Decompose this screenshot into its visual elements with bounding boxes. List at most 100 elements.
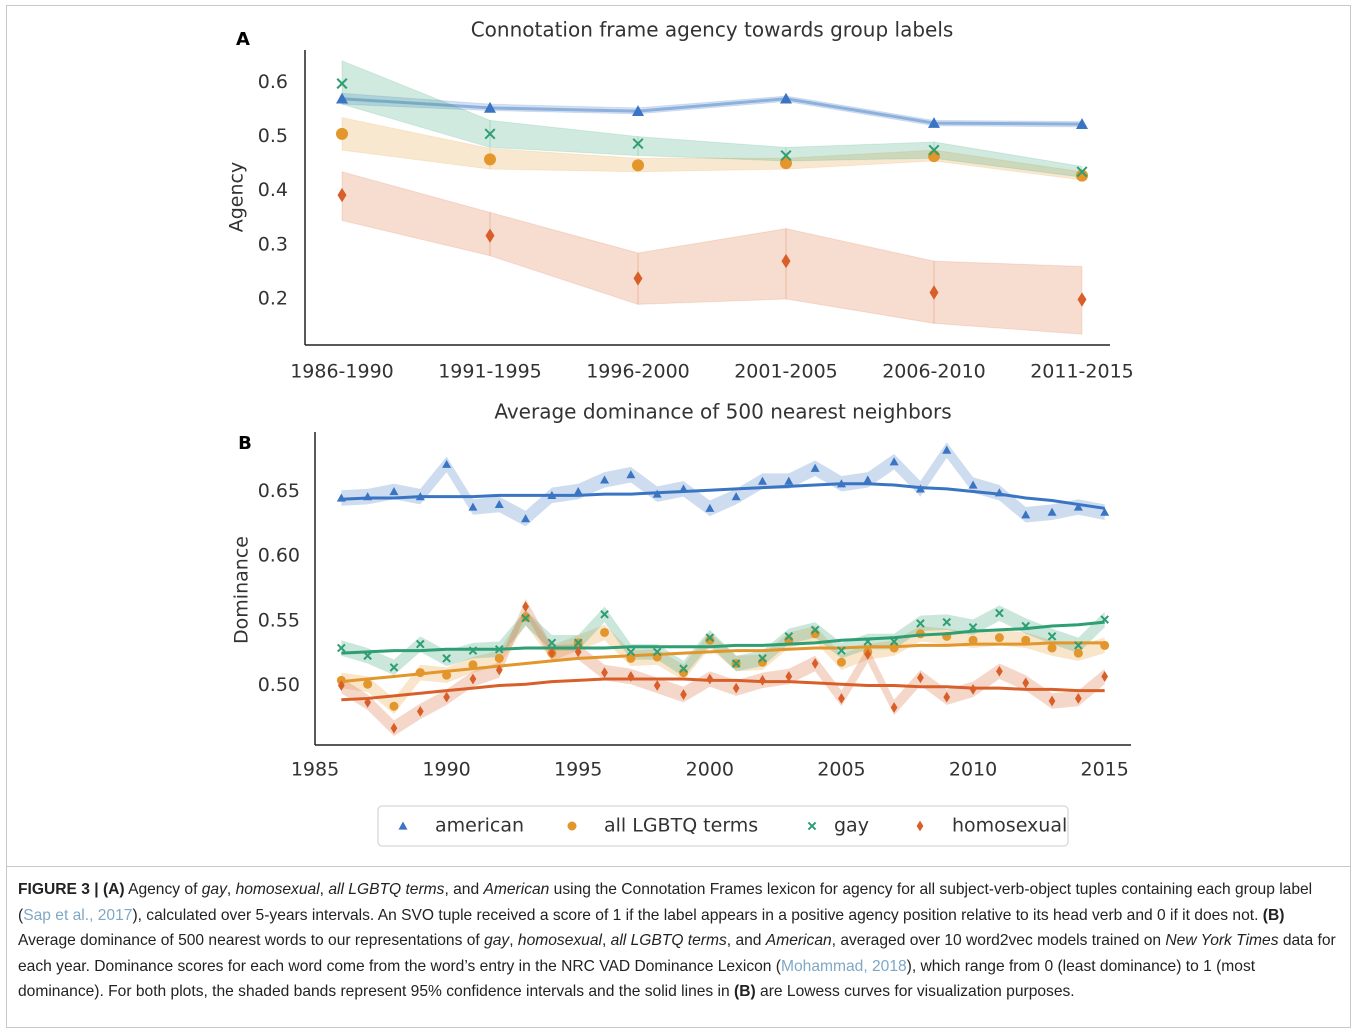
x-tick-label: 2001-2005 <box>734 361 838 383</box>
x-tick-label: 2015 <box>1080 759 1128 781</box>
data-point <box>573 486 583 496</box>
data-point <box>705 503 715 512</box>
lowess-line <box>341 641 1105 684</box>
caption-text: gay <box>484 932 510 949</box>
data-point <box>889 457 899 466</box>
x-tick-label: 1985 <box>291 759 339 781</box>
confidence-band <box>762 628 789 667</box>
confidence-band <box>1052 628 1079 654</box>
data-point <box>864 649 872 660</box>
data-point <box>785 671 793 682</box>
confidence-band <box>973 605 1000 636</box>
data-point <box>337 643 346 653</box>
citation-link[interactable]: Mohammad, 2018 <box>780 957 907 975</box>
x-tick-label: 1996-2000 <box>586 361 690 383</box>
confidence-band <box>683 632 710 681</box>
data-point <box>996 665 1003 677</box>
data-point <box>626 647 636 657</box>
data-point <box>494 644 504 654</box>
data-point <box>928 150 940 163</box>
confidence-band <box>499 610 526 658</box>
data-point <box>968 635 978 645</box>
caption-text: Agency of <box>124 881 202 898</box>
confidence-band <box>499 609 526 667</box>
data-point <box>1077 292 1087 307</box>
lowess-line <box>341 620 1105 655</box>
y-tick-label: 0.3 <box>258 233 288 255</box>
data-point <box>1076 169 1088 182</box>
data-point <box>890 702 898 713</box>
confidence-band <box>420 689 447 720</box>
data-point <box>1022 677 1030 689</box>
data-point <box>442 670 452 680</box>
data-point <box>363 651 372 661</box>
confidence-band <box>785 141 935 162</box>
data-point <box>363 679 373 689</box>
data-point <box>484 153 496 166</box>
data-point <box>443 691 450 703</box>
data-point <box>468 502 478 511</box>
confidence-band <box>499 496 526 527</box>
caption-text: all LGBTQ terms <box>610 932 727 949</box>
data-point <box>969 683 977 695</box>
confidence-band <box>709 671 737 696</box>
data-point <box>573 638 583 648</box>
separator <box>6 866 1351 867</box>
data-point <box>1100 507 1110 516</box>
data-point <box>494 499 504 509</box>
confidence-band <box>1052 640 1079 661</box>
confidence-band <box>841 646 868 707</box>
data-point <box>943 691 951 703</box>
confidence-band <box>604 466 631 488</box>
confidence-band <box>841 644 868 670</box>
data-point <box>994 633 1004 643</box>
caption-text: , and <box>726 932 766 949</box>
data-point <box>1074 693 1082 704</box>
data-point <box>652 647 662 657</box>
caption-text: (B) <box>734 983 756 1000</box>
data-point <box>706 673 714 685</box>
data-point <box>484 128 496 140</box>
citation-link[interactable]: Sap et al., 2017 <box>23 906 133 924</box>
caption-text: , <box>319 881 329 898</box>
legend-label: american <box>435 815 524 837</box>
data-point <box>994 488 1004 497</box>
data-point <box>889 637 899 646</box>
legend-label: all LGBTQ terms <box>604 815 758 837</box>
legend-marker <box>807 821 817 831</box>
data-point <box>1101 671 1109 682</box>
data-point <box>442 654 451 663</box>
y-axis-label: Dominance <box>231 536 253 644</box>
legend-marker <box>398 821 408 830</box>
y-tick-label: 0.5 <box>258 125 288 147</box>
caption-text: ), calculated over 5-years intervals. An… <box>132 906 1263 924</box>
data-point <box>363 492 373 501</box>
data-point <box>389 486 399 496</box>
data-point <box>415 668 425 678</box>
data-point <box>485 228 495 243</box>
data-point <box>680 689 687 700</box>
caption-text: (B) <box>1262 906 1285 924</box>
confidence-band <box>367 647 394 676</box>
x-tick-label: 2005 <box>817 759 865 781</box>
data-point <box>917 672 924 684</box>
y-tick-label: 0.50 <box>258 674 300 696</box>
figure: Connotation frame agency towards group l… <box>226 18 1134 847</box>
y-tick-label: 0.6 <box>258 71 288 93</box>
confidence-band <box>973 477 1000 501</box>
data-point <box>838 693 845 704</box>
data-point <box>784 476 794 485</box>
confidence-band <box>736 650 763 672</box>
data-point <box>731 492 741 501</box>
data-point <box>863 637 873 646</box>
confidence-band <box>933 260 1083 335</box>
x-tick-label: 1995 <box>554 759 602 781</box>
confidence-band <box>973 663 1000 698</box>
data-point <box>652 489 662 498</box>
caption-text: ), which range from 0 (least dominance) … <box>18 957 1256 1001</box>
data-point <box>494 653 504 663</box>
confidence-band <box>841 472 868 492</box>
caption-text: FIGURE 3 | (A) <box>18 881 125 898</box>
data-point <box>484 101 496 113</box>
